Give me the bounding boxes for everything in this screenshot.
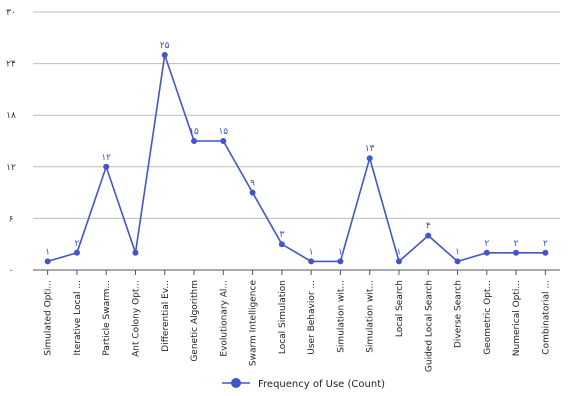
data-point[interactable] [513,249,520,256]
data-label: ۱ [338,247,343,257]
data-label: ۲۵ [160,41,170,51]
x-tick-label: Local Search [395,280,405,337]
x-tick-label: Genetic Algorithm [190,280,200,362]
y-tick-label: ۱۸ [6,111,16,121]
x-tick-label: Simulation wit... [336,280,346,353]
data-point[interactable] [191,138,198,144]
data-point[interactable] [278,241,285,248]
x-tick-label: Evolutionary Al... [219,280,229,357]
data-label: ۱۵ [189,127,199,137]
y-tick-label: ۳۰ [6,8,16,18]
data-label: ۴ [426,222,431,232]
series-line [47,54,546,263]
x-tick-label: Simulation wit... [366,280,376,353]
x-tick-label: Iterative Local ... [73,280,83,355]
data-point[interactable] [308,258,315,265]
x-tick-label: Numerical Opti... [512,280,522,356]
y-tick-label: ۰ [9,266,14,276]
data-label: ۲ [74,239,79,249]
x-tick-label: Guided Local Search [424,280,434,372]
x-tick-label: Simulated Opti... [44,280,54,356]
x-tick-label: Local Simulation [278,280,288,354]
legend-marker [231,378,241,388]
data-label: ۱ [397,247,402,257]
x-tick-label: Swarm Intelligence [249,280,259,367]
data-point[interactable] [103,163,110,170]
data-label: ۱ [455,247,460,257]
x-tick-label: Ant Colony Opt... [131,280,141,357]
data-label: ۳ [279,230,284,240]
data-point[interactable] [44,258,51,265]
y-tick-label: ۱۲ [6,163,16,173]
data-point[interactable] [542,249,549,256]
x-tick-label: User Behavior ... [307,280,317,355]
legend-label: Frequency of Use (Count) [258,379,385,390]
data-point[interactable] [132,249,139,256]
x-tick-label: Differential Ev... [161,280,171,352]
data-label: ۲ [484,239,489,249]
y-tick-label: ۶ [9,214,14,224]
gridlines [33,11,560,271]
x-tick-label: Combinatorial ... [541,280,551,355]
legend[interactable]: Frequency of Use (Count) [222,378,385,390]
x-tick-label: Particle Swarm... [102,280,112,356]
data-label: ۱۳ [365,144,375,154]
data-label: ۲ [543,239,548,249]
data-label: ۱۵ [218,127,228,137]
data-point[interactable] [395,258,402,265]
data-label: ۱ [45,247,50,257]
data-label: ۹ [250,179,255,189]
data-label: ۲ [514,239,519,249]
y-tick-label: ۲۴ [6,60,16,70]
data-point[interactable] [161,52,168,58]
data-label: ۱۲ [101,153,111,163]
data-point[interactable] [454,258,461,265]
data-label: ۱ [309,247,314,257]
x-tick-label: Geometric Opt... [483,280,493,355]
data-point[interactable] [366,155,373,162]
data-point[interactable] [249,189,256,196]
data-point[interactable] [337,258,344,265]
data-point[interactable] [73,249,80,256]
y-axis: ۰ ۶ ۱۲ ۱۸ ۲۴ ۳۰ [6,8,16,276]
x-tick-label: Diverse Search [454,280,464,348]
data-point[interactable] [425,232,432,239]
data-point[interactable] [220,138,227,144]
x-axis: Simulated Opti... Iterative Local ... Part… [44,270,551,372]
data-point[interactable] [483,249,490,256]
